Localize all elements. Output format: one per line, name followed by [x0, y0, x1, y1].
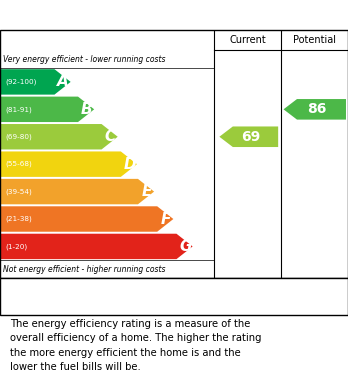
Polygon shape	[0, 234, 193, 259]
Polygon shape	[0, 151, 137, 177]
Text: B: B	[81, 102, 93, 117]
Text: England & Wales: England & Wales	[10, 287, 180, 305]
Text: E: E	[142, 184, 152, 199]
Text: The energy efficiency rating is a measure of the
overall efficiency of a home. T: The energy efficiency rating is a measur…	[10, 319, 262, 372]
Polygon shape	[0, 97, 94, 122]
Text: (69-80): (69-80)	[5, 133, 32, 140]
Polygon shape	[0, 124, 118, 149]
Polygon shape	[0, 69, 71, 95]
Polygon shape	[284, 99, 346, 120]
Text: C: C	[105, 129, 116, 144]
Polygon shape	[0, 179, 154, 204]
Text: (39-54): (39-54)	[5, 188, 32, 195]
Polygon shape	[219, 126, 278, 147]
Text: Current: Current	[229, 35, 266, 45]
Text: F: F	[161, 212, 171, 226]
Text: (1-20): (1-20)	[5, 243, 27, 250]
Text: 86: 86	[307, 102, 326, 117]
Text: (81-91): (81-91)	[5, 106, 32, 113]
Text: Not energy efficient - higher running costs: Not energy efficient - higher running co…	[3, 265, 166, 274]
Text: A: A	[57, 74, 69, 90]
Text: Potential: Potential	[293, 35, 336, 45]
Text: (55-68): (55-68)	[5, 161, 32, 167]
Text: D: D	[124, 157, 136, 172]
Text: Energy Efficiency Rating: Energy Efficiency Rating	[10, 7, 232, 23]
Bar	[301, 281, 345, 312]
Text: EU Directive
2002/91/EC: EU Directive 2002/91/EC	[244, 285, 300, 307]
Text: (92-100): (92-100)	[5, 79, 37, 85]
Polygon shape	[0, 206, 173, 232]
Text: 69: 69	[241, 130, 260, 144]
Text: Very energy efficient - lower running costs: Very energy efficient - lower running co…	[3, 55, 166, 64]
Text: (21-38): (21-38)	[5, 216, 32, 222]
Text: G: G	[179, 239, 192, 254]
